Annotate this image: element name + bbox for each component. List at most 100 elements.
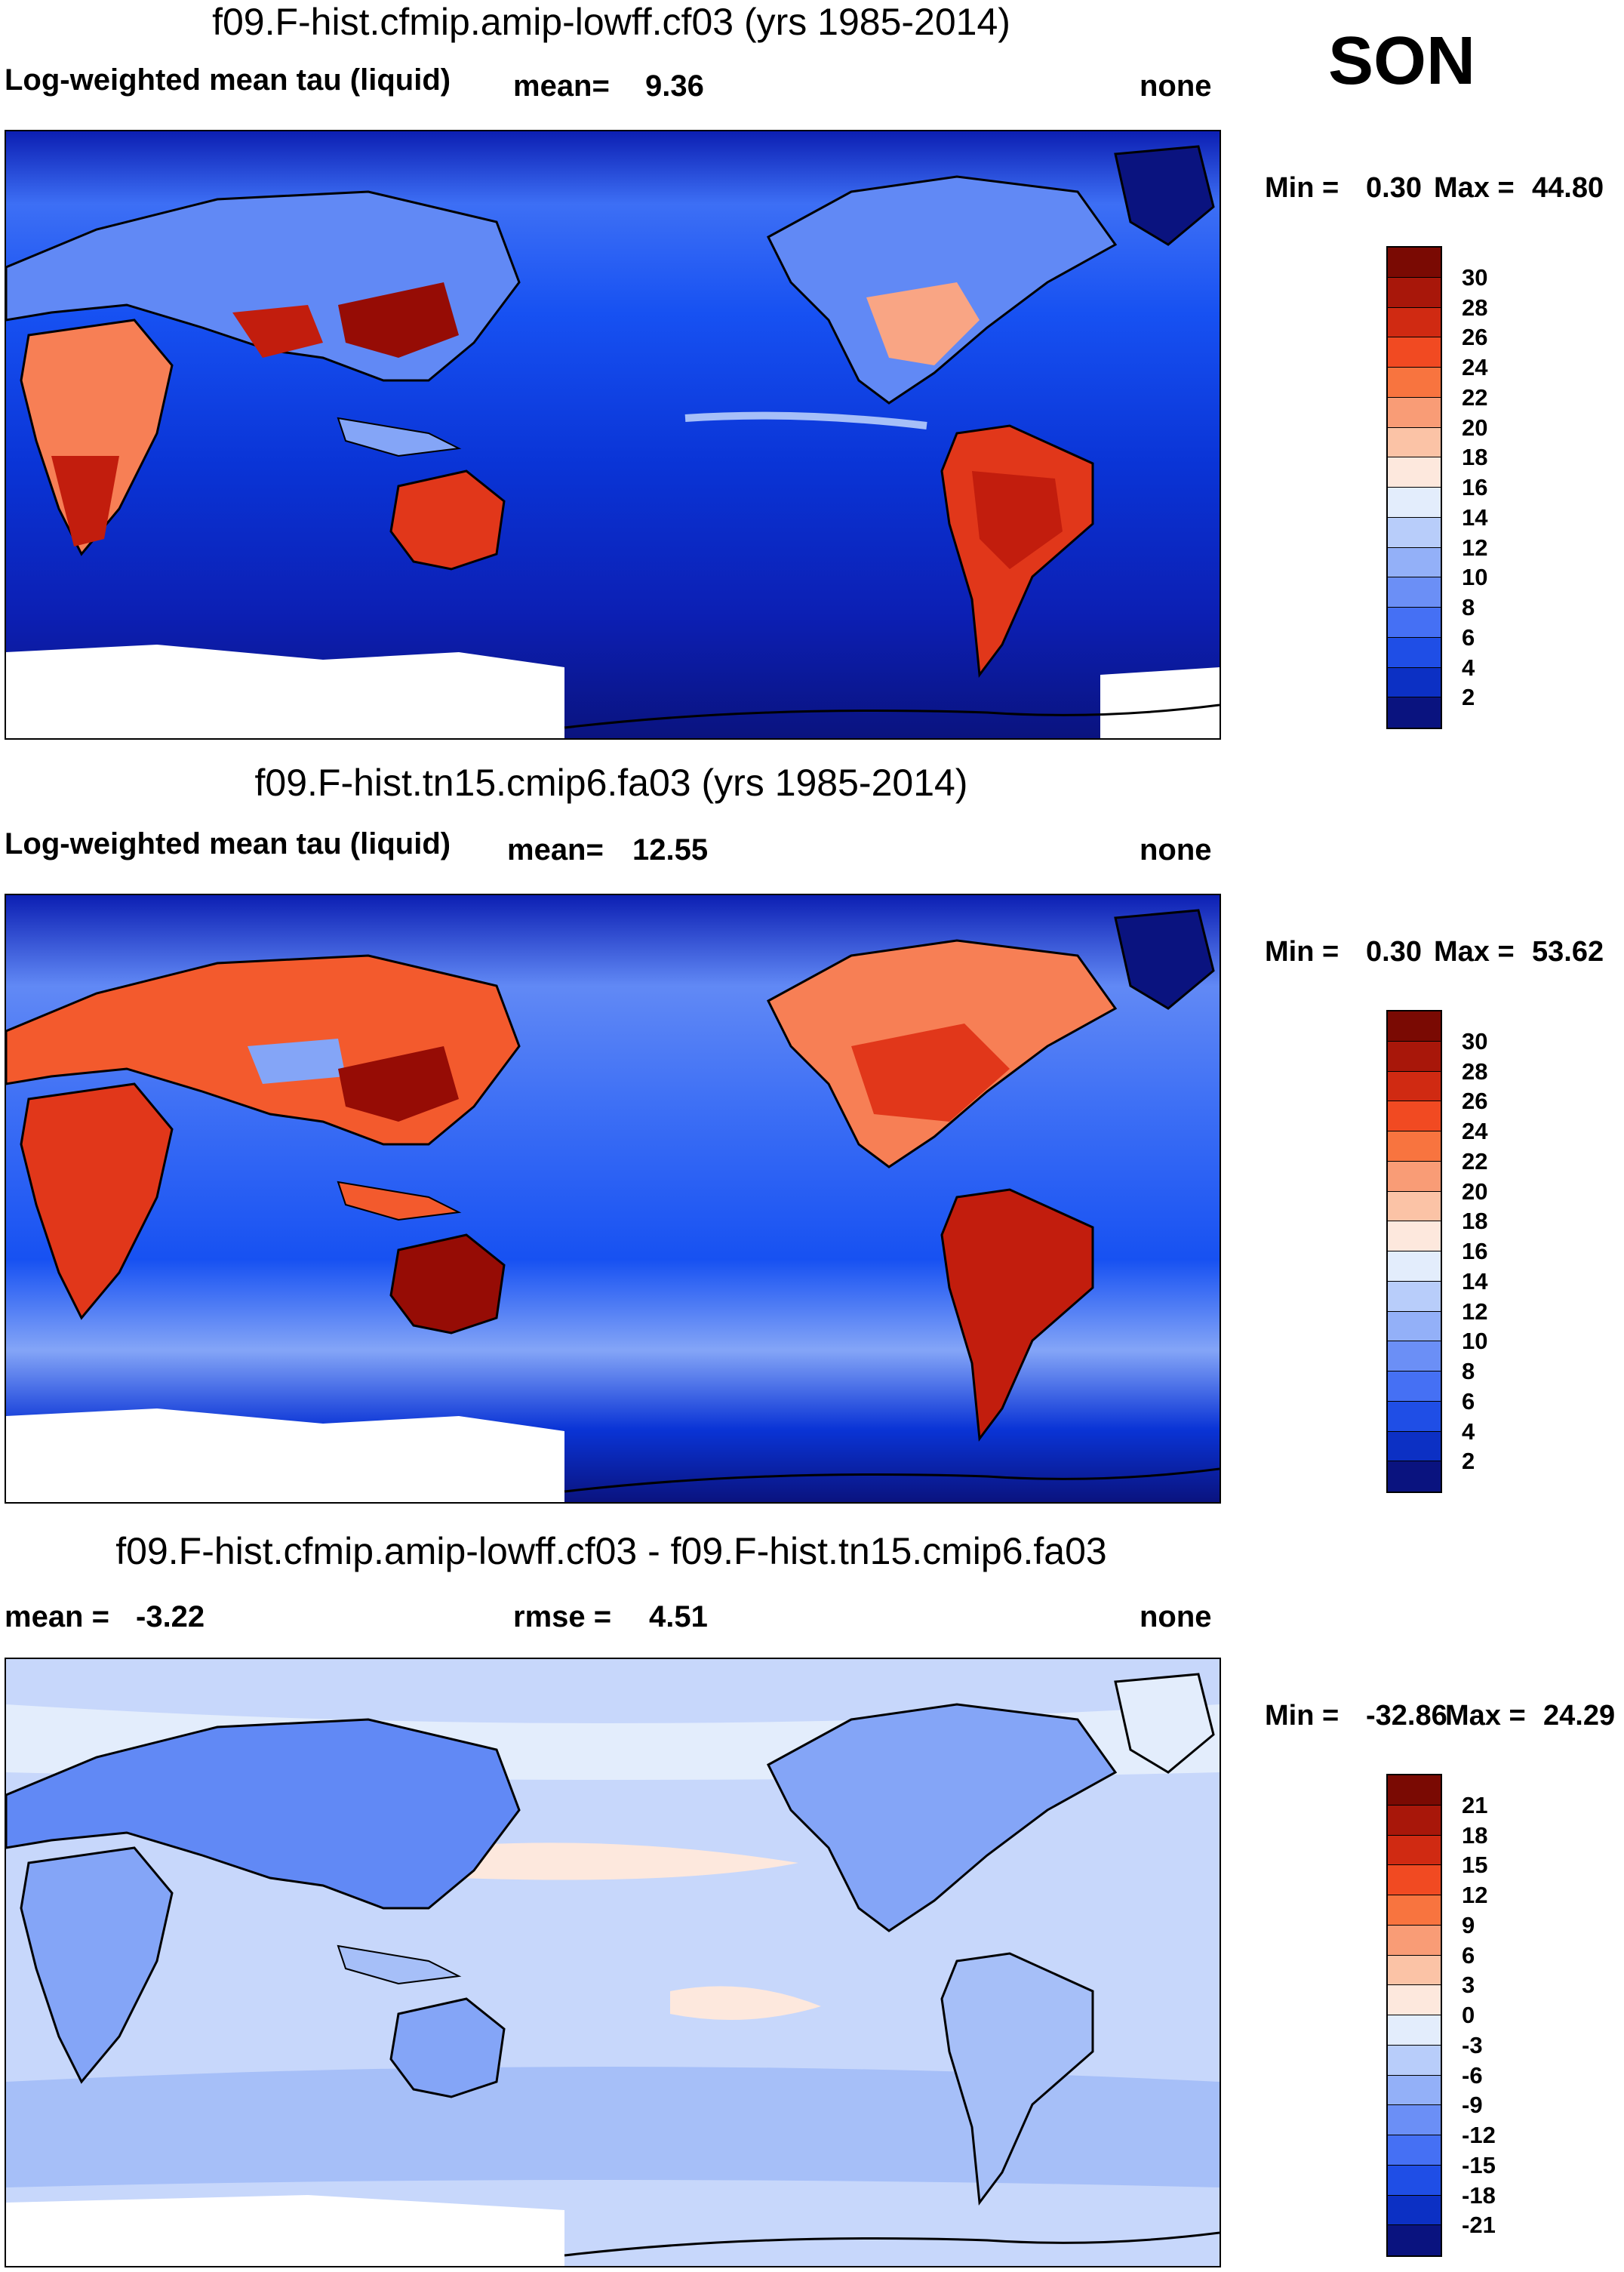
- panel-2-mean-value: 12.55: [632, 833, 709, 867]
- land-china-hot: [338, 282, 459, 358]
- panel-3-colorbar: [1386, 1774, 1442, 2257]
- panel-1-title: f09.F-hist.cfmip.amip-lowff.cf03 (yrs 19…: [212, 1, 1010, 43]
- land-africa: [20, 1846, 174, 2084]
- colorbar-box: [1388, 1221, 1441, 1251]
- panel-3-map: [5, 1658, 1221, 2267]
- panel-1-map: [5, 130, 1221, 740]
- antarctic-missing-right: [1100, 667, 1220, 738]
- panel-3-title: f09.F-hist.cfmip.amip-lowff.cf03 - f09.F…: [115, 1530, 1107, 1572]
- colorbar-box: [1388, 1281, 1441, 1312]
- season-label: SON: [1328, 23, 1476, 99]
- colorbar-box: [1388, 547, 1441, 578]
- colorbar-tick-label: 4: [1462, 654, 1475, 681]
- colorbar-box: [1388, 1805, 1441, 1836]
- land-south-america: [940, 1952, 1094, 2206]
- colorbar-box: [1388, 457, 1441, 488]
- colorbar-box: [1388, 1311, 1441, 1342]
- colorbar-tick-label: -6: [1462, 2061, 1483, 2089]
- antarctica-coast: [564, 1467, 1220, 1493]
- colorbar-tick-label: 26: [1462, 1088, 1488, 1115]
- colorbar-tick-label: 21: [1462, 1791, 1488, 1818]
- colorbar-box: [1388, 1251, 1441, 1282]
- colorbar-tick-label: -18: [1462, 2181, 1496, 2209]
- colorbar-box: [1388, 2195, 1441, 2226]
- colorbar-tick-label: 28: [1462, 294, 1488, 321]
- colorbar-tick-label: 6: [1462, 623, 1475, 651]
- antarctica-coast: [564, 703, 1220, 729]
- panel-2-min-value: 0.30: [1366, 936, 1422, 968]
- colorbar-box: [1388, 1401, 1441, 1432]
- land-north-america-hot: [851, 1024, 1010, 1122]
- colorbar-tick-label: 30: [1462, 263, 1488, 291]
- colorbar-tick-label: -12: [1462, 2122, 1496, 2148]
- antarctic-missing: [6, 1408, 564, 1502]
- colorbar-tick-label: 8: [1462, 594, 1475, 620]
- panel-2-min-label: Min =: [1265, 936, 1339, 968]
- panel-3-units: none: [1140, 1600, 1212, 1633]
- colorbar-tick-label: 22: [1462, 1147, 1488, 1174]
- colorbar-tick-label: -9: [1462, 2092, 1483, 2119]
- panel-3-mean-value: -3.22: [136, 1600, 205, 1633]
- colorbar-box: [1388, 1011, 1441, 1042]
- land-africa-south: [51, 456, 119, 546]
- colorbar-tick-label: 18: [1462, 1208, 1488, 1235]
- panel-1-colorbar: [1386, 246, 1442, 729]
- panel-1-max-label: Max =: [1434, 172, 1515, 204]
- antarctic-missing: [6, 645, 564, 738]
- panel-2-map: [5, 894, 1221, 1504]
- colorbar-box: [1388, 697, 1441, 728]
- colorbar-box: [1388, 1865, 1441, 1895]
- land-china-hot: [338, 1046, 459, 1122]
- colorbar-tick-label: -3: [1462, 2031, 1483, 2058]
- colorbar-tick-label: 4: [1462, 1418, 1475, 1445]
- colorbar-tick-label: 14: [1462, 503, 1488, 531]
- colorbar-box: [1388, 307, 1441, 338]
- panel-3-min-label: Min =: [1265, 1700, 1339, 1732]
- colorbar-box: [1388, 2045, 1441, 2076]
- colorbar-box: [1388, 368, 1441, 398]
- panel-3-rmse-label: rmse =: [513, 1600, 612, 1633]
- land-australia: [389, 469, 506, 571]
- colorbar-tick-label: 22: [1462, 383, 1488, 411]
- colorbar-tick-label: 26: [1462, 324, 1488, 351]
- panel-2-max-value: 53.62: [1532, 936, 1604, 968]
- colorbar-box: [1388, 1131, 1441, 1162]
- colorbar-box: [1388, 577, 1441, 608]
- panel-2-title: f09.F-hist.tn15.cmip6.fa03 (yrs 1985-201…: [254, 762, 968, 804]
- antarctica-coast: [564, 2231, 1220, 2257]
- colorbar-tick-label: 24: [1462, 354, 1488, 380]
- colorbar-box: [1388, 2075, 1441, 2106]
- colorbar-box: [1388, 1985, 1441, 2015]
- colorbar-tick-label: 12: [1462, 534, 1488, 561]
- colorbar-box: [1388, 1925, 1441, 1956]
- colorbar-tick-label: 18: [1462, 1821, 1488, 1849]
- colorbar-tick-label: 16: [1462, 474, 1488, 500]
- positive-patch-east-pacific: [670, 1986, 821, 2020]
- colorbar-box: [1388, 1955, 1441, 1986]
- panel-1-variable-label: Log-weighted mean tau (liquid): [5, 63, 451, 97]
- colorbar-box: [1388, 1341, 1441, 1372]
- panel-1-max-value: 44.80: [1532, 172, 1604, 204]
- colorbar-box: [1388, 517, 1441, 548]
- land-indonesia: [337, 1944, 462, 1985]
- land-north-america: [767, 1703, 1118, 1932]
- colorbar-tick-label: 20: [1462, 414, 1488, 441]
- colorbar-box: [1388, 1775, 1441, 1806]
- panel-1-mean-value: 9.36: [645, 69, 704, 103]
- colorbar-box: [1388, 637, 1441, 668]
- colorbar-box: [1388, 2225, 1441, 2255]
- panel-1-mean-label: mean=: [513, 69, 610, 103]
- colorbar-box: [1388, 2165, 1441, 2196]
- colorbar-box: [1388, 608, 1441, 638]
- panel-3-max-value: 24.29: [1543, 1700, 1616, 1732]
- colorbar-tick-label: -21: [1462, 2212, 1496, 2239]
- colorbar-box: [1388, 277, 1441, 308]
- colorbar-box: [1388, 1461, 1441, 1492]
- panel-2-colorbar: [1386, 1010, 1442, 1493]
- colorbar-tick-label: 8: [1462, 1358, 1475, 1384]
- colorbar-tick-label: 28: [1462, 1057, 1488, 1085]
- colorbar-tick-label: 12: [1462, 1298, 1488, 1325]
- colorbar-tick-label: 3: [1462, 1972, 1475, 1999]
- colorbar-box: [1388, 337, 1441, 368]
- colorbar-box: [1388, 1895, 1441, 1926]
